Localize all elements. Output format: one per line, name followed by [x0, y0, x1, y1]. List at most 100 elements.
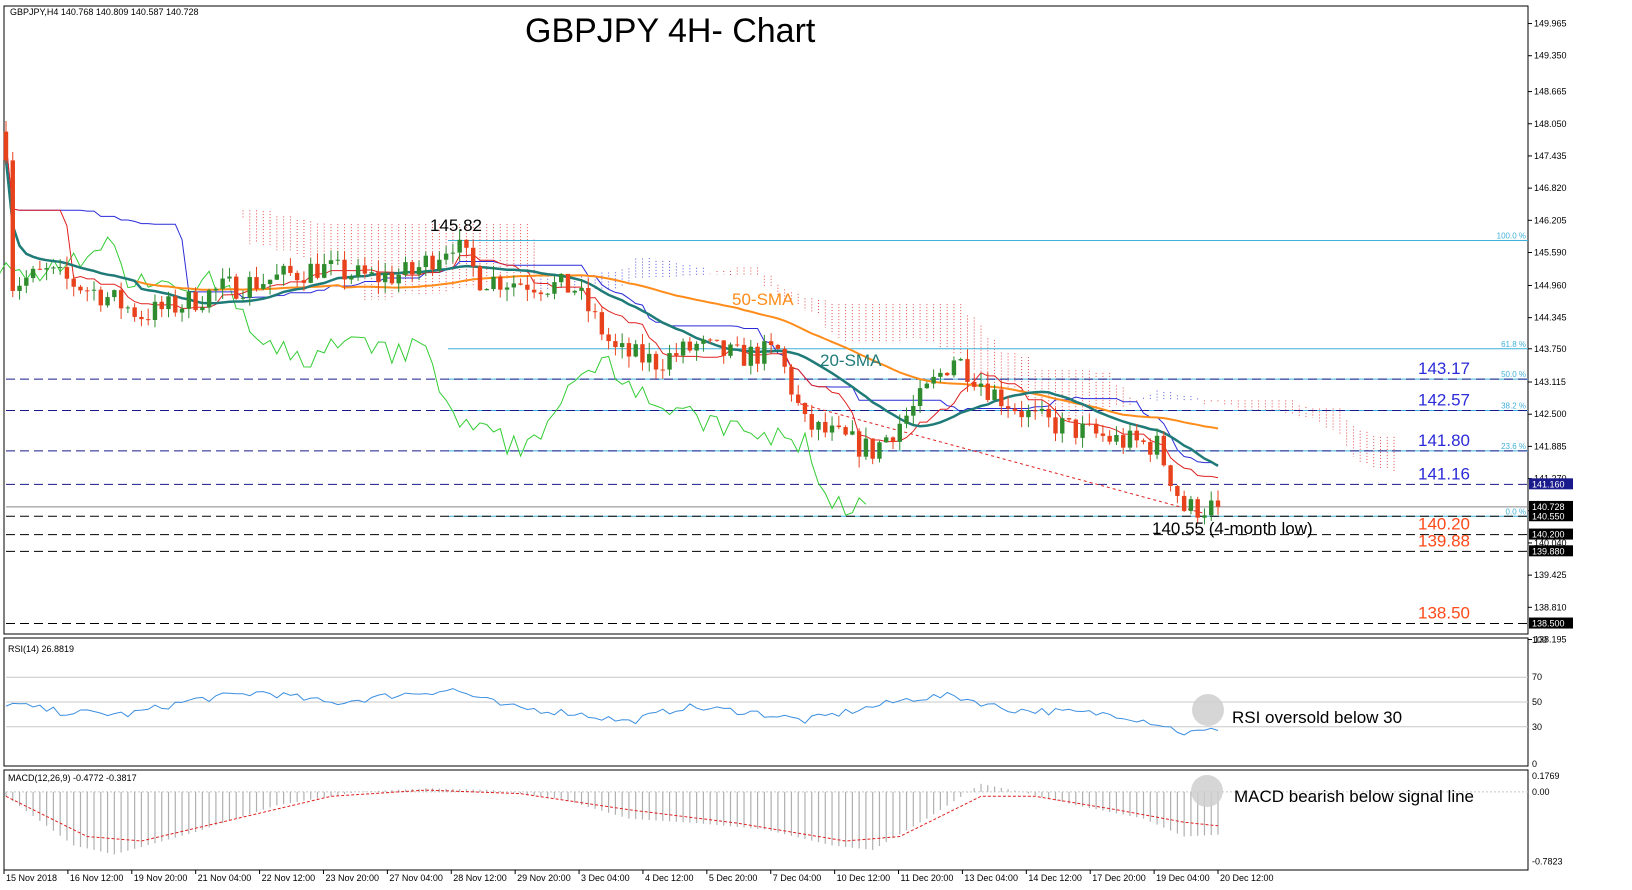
rsi-tick-label: 0	[1532, 759, 1537, 769]
candle-body	[796, 394, 801, 403]
candle-body	[965, 359, 970, 382]
price-tick-label: 149.350	[1534, 51, 1567, 61]
time-tick-label: 19 Dec 04:00	[1156, 873, 1210, 883]
candle-body	[274, 274, 280, 280]
price-tick-label: 147.435	[1534, 151, 1567, 161]
trend-line	[799, 403, 1206, 515]
candle-body	[1019, 411, 1024, 418]
candle-body	[328, 260, 334, 265]
rsi-tick-label: 100	[1532, 635, 1547, 645]
candle-body	[856, 431, 862, 457]
candle-body	[1168, 465, 1173, 487]
time-tick-label: 20 Dec 12:00	[1220, 873, 1274, 883]
candle-body	[1175, 486, 1180, 496]
price-tick-label: 144.345	[1534, 313, 1567, 323]
candle-body	[322, 264, 327, 278]
price-box	[1529, 478, 1573, 490]
fib-label: 23.6 %	[1501, 442, 1526, 451]
candle-body	[10, 160, 15, 291]
price-box	[1529, 500, 1573, 512]
candle-body	[152, 301, 158, 321]
candle-body	[768, 341, 774, 346]
rsi-label: RSI(14) 26.8819	[8, 644, 74, 654]
candle-body	[823, 421, 828, 433]
candle-body	[173, 296, 178, 313]
candle-body	[44, 268, 49, 270]
rsi-line	[5, 688, 1219, 736]
candle-body	[809, 414, 814, 430]
level-label: 138.50	[1418, 604, 1470, 623]
candle-body	[917, 388, 923, 407]
candles	[3, 120, 1221, 525]
candle-body	[552, 282, 557, 294]
candle-body	[464, 239, 469, 248]
candle-body	[78, 286, 83, 291]
candle-body	[640, 344, 645, 363]
candle-body	[206, 290, 212, 308]
candle-body	[1073, 419, 1079, 438]
rsi-note: RSI oversold below 30	[1232, 708, 1402, 727]
candle-body	[159, 301, 164, 310]
candle-body	[57, 267, 63, 269]
candle-body	[1039, 408, 1045, 412]
candle-body	[37, 268, 43, 270]
candle-body	[633, 344, 638, 357]
candle-body	[234, 276, 239, 299]
candle-body	[1060, 418, 1065, 434]
price-box-label: 140.200	[1532, 530, 1565, 540]
candle-body	[660, 369, 665, 371]
macd-signal-line	[5, 789, 1219, 842]
candle-body	[450, 252, 456, 254]
time-tick-label: 14 Dec 12:00	[1028, 873, 1082, 883]
macd-tick-label: 0.1769	[1532, 771, 1560, 781]
sma50-line	[5, 160, 1219, 430]
macd-bearish-marker	[1191, 775, 1223, 807]
price-tick-label: 139.425	[1534, 570, 1567, 580]
candle-body	[599, 312, 605, 335]
candle-body	[1114, 435, 1119, 442]
candle-body	[1121, 435, 1126, 448]
level-label: 141.16	[1418, 464, 1470, 483]
sma20-label: 20-SMA	[820, 351, 882, 370]
peak-label: 145.82	[430, 216, 482, 235]
candle-body	[1100, 433, 1106, 436]
candle-body	[1127, 430, 1133, 448]
fib-label: 0.0 %	[1506, 507, 1526, 516]
price-box-label: 140.550	[1532, 511, 1565, 521]
candle-body	[647, 353, 652, 363]
candle-body	[376, 272, 381, 283]
candle-body	[166, 296, 171, 310]
time-tick-label: 17 Dec 20:00	[1092, 873, 1146, 883]
candle-body	[890, 437, 896, 442]
candle-body	[1093, 423, 1099, 434]
time-tick-label: 21 Nov 04:00	[198, 873, 252, 883]
candle-body	[1005, 406, 1011, 409]
candle-body	[17, 285, 22, 291]
rsi-indicator: 100 70 50 30 0	[5, 635, 1547, 769]
price-tick-label: 148.050	[1534, 119, 1567, 129]
candle-body	[538, 292, 544, 295]
price-tick-label: 140.040	[1534, 538, 1567, 548]
time-tick-label: 15 Nov 2018	[6, 873, 57, 883]
candle-body	[1012, 408, 1018, 412]
candle-body	[694, 343, 699, 351]
macd-tick-label: 0.00	[1532, 787, 1550, 797]
candle-body	[355, 265, 361, 277]
low-label: 140.55 (4-month low)	[1152, 519, 1313, 538]
candle-body	[735, 344, 740, 346]
candle-body	[904, 415, 909, 424]
candle-body	[430, 255, 435, 270]
candle-body	[112, 290, 117, 298]
candle-body	[884, 437, 889, 443]
candle-body	[653, 353, 659, 370]
level-label: 142.57	[1418, 391, 1470, 410]
candle-body	[254, 277, 259, 289]
candle-body	[315, 263, 320, 278]
candle-body	[714, 339, 720, 341]
candle-body	[504, 287, 510, 290]
candle-body	[213, 288, 219, 291]
price-tick-label: 149.965	[1534, 19, 1567, 29]
price-box	[1529, 510, 1573, 522]
candle-body	[105, 297, 110, 306]
candle-body	[870, 438, 875, 459]
